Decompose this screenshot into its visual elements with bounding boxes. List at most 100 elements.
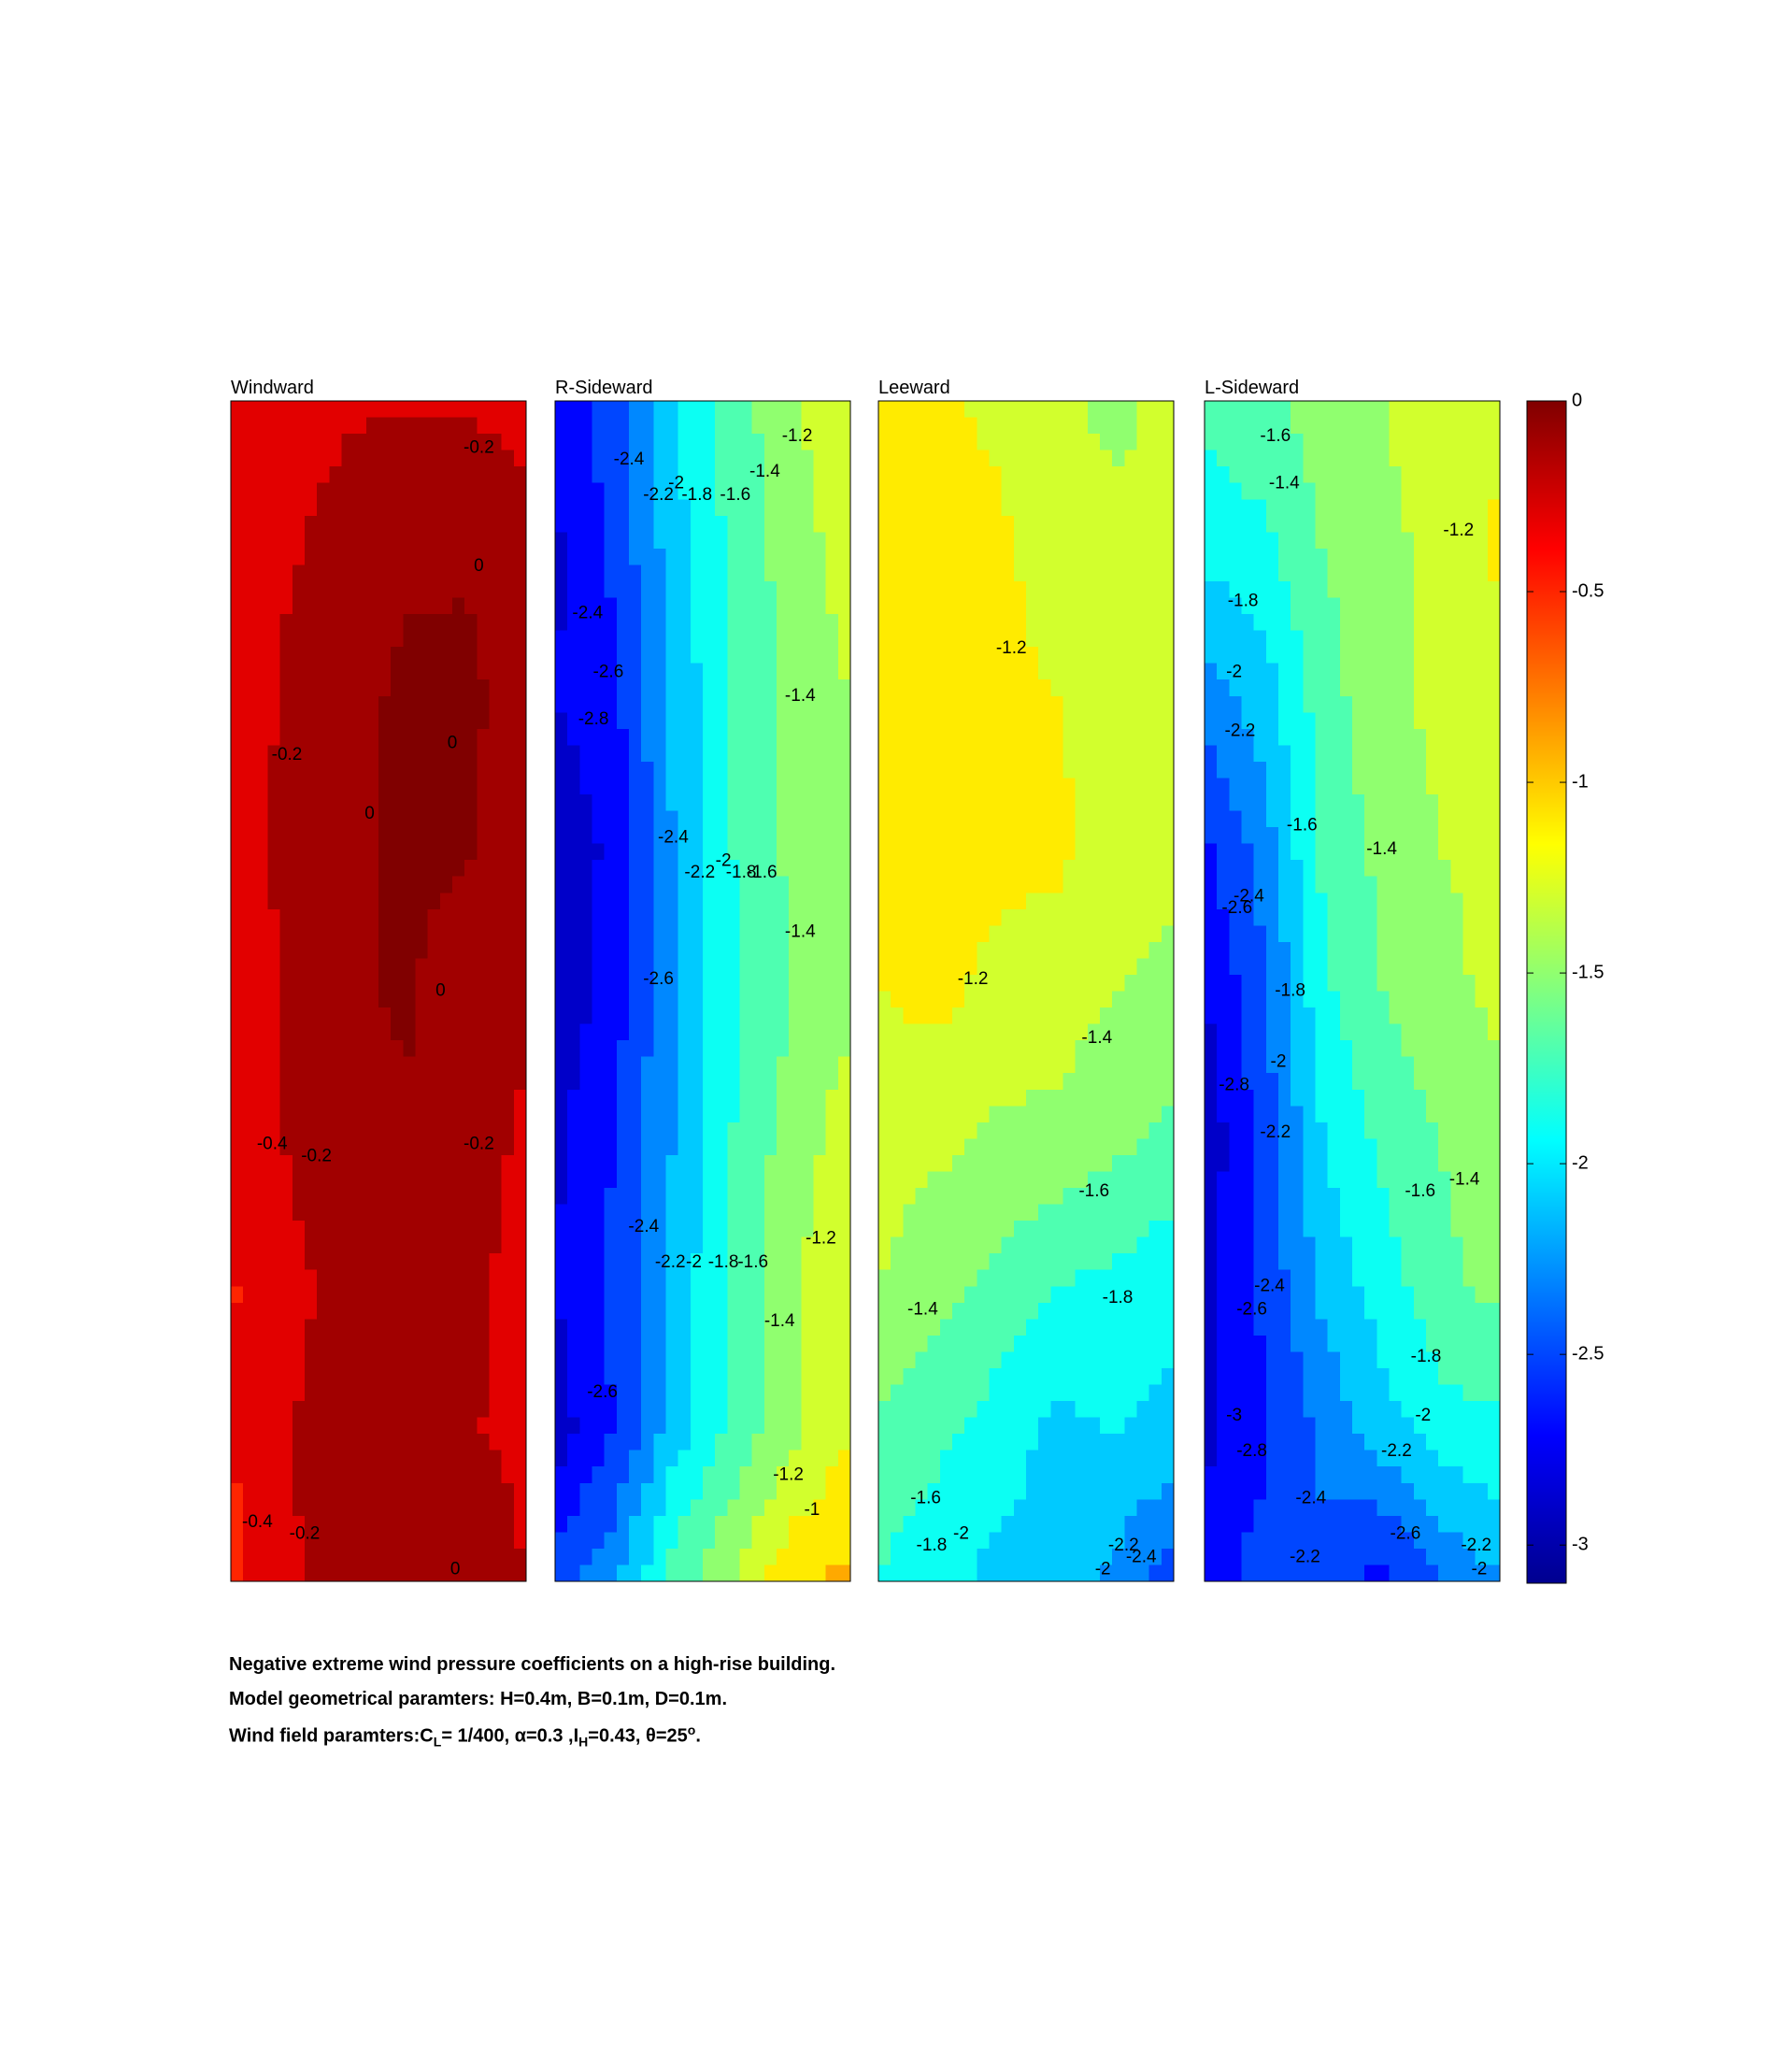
contour-cell: [427, 663, 441, 680]
contour-cell: [813, 941, 827, 960]
contour-cell: [1038, 597, 1051, 615]
contour-cell: [989, 630, 1003, 648]
contour-cell: [1148, 564, 1163, 582]
contour-cell: [267, 580, 281, 599]
contour-cell: [341, 1269, 355, 1287]
contour-cell: [665, 974, 679, 993]
contour-label: -0.4: [242, 1512, 273, 1532]
contour-cell: [579, 1434, 593, 1451]
contour-cell: [1112, 1007, 1125, 1025]
contour-cell: [378, 614, 392, 632]
contour-cell: [403, 1335, 417, 1353]
contour-cell: [1075, 450, 1089, 467]
contour-cell: [690, 1269, 704, 1287]
contour-cell: [751, 548, 765, 566]
contour-cell: [690, 958, 704, 976]
contour-cell: [1063, 1007, 1077, 1025]
contour-cell: [813, 401, 827, 419]
contour-cell: [813, 1367, 827, 1386]
contour-cell: [378, 1499, 392, 1517]
contour-cell: [267, 827, 281, 845]
contour-cell: [452, 974, 465, 993]
contour-cell: [690, 860, 704, 878]
contour-cell: [891, 941, 904, 960]
contour-cell: [1124, 1286, 1138, 1304]
contour-cell: [763, 1286, 777, 1304]
contour-cell: [378, 941, 392, 960]
contour-cell: [279, 1286, 293, 1304]
contour-cell: [592, 614, 606, 632]
contour-cell: [555, 630, 568, 648]
contour-cell: [964, 663, 977, 680]
contour-cell: [317, 401, 330, 419]
contour-cell: [825, 1401, 839, 1419]
contour-cell: [341, 1236, 355, 1254]
contour-cell: [715, 1154, 728, 1173]
contour-cell: [616, 843, 630, 861]
contour-cell: [1001, 614, 1015, 632]
contour-cell: [1063, 778, 1077, 795]
contour-cell: [255, 941, 269, 960]
contour-cell: [629, 1499, 642, 1517]
contour-cell: [592, 417, 606, 435]
contour-cell: [231, 1466, 244, 1484]
contour-cell: [641, 1434, 654, 1451]
contour-cell: [243, 580, 256, 599]
contour-cell: [739, 1073, 753, 1091]
contour-cell: [690, 515, 704, 533]
contour-cell: [989, 1367, 1003, 1386]
contour-cell: [837, 614, 851, 632]
contour-cell: [653, 597, 667, 615]
contour-cell: [837, 893, 851, 910]
contour-cell: [1100, 1367, 1113, 1386]
contour-cell: [427, 1482, 441, 1500]
contour-cell: [641, 761, 654, 779]
contour-cell: [267, 1221, 281, 1238]
contour-cell: [292, 1351, 306, 1369]
contour-cell: [751, 1450, 765, 1467]
contour-cell: [477, 1253, 491, 1271]
contour-cell: [1087, 401, 1101, 419]
contour-cell: [391, 580, 404, 599]
contour-cell: [939, 1040, 953, 1058]
contour-cell: [813, 1154, 827, 1173]
contour-cell: [690, 597, 704, 615]
contour-cell: [801, 1122, 815, 1139]
contour-cell: [513, 1335, 527, 1353]
contour-cell: [243, 1056, 256, 1074]
contour-cell: [329, 1450, 343, 1467]
contour-cell: [801, 1236, 815, 1254]
contour-cell: [403, 597, 417, 615]
contour-cell: [727, 515, 741, 533]
contour-cell: [317, 679, 330, 697]
contour-cell: [939, 941, 953, 960]
contour-cell: [715, 1040, 728, 1058]
contour-cell: [1038, 548, 1051, 566]
contour-cell: [1001, 778, 1015, 795]
contour-cell: [403, 1138, 417, 1156]
contour-cell: [1148, 647, 1163, 664]
contour-cell: [1124, 515, 1138, 533]
contour-cell: [317, 1384, 330, 1402]
contour-cell: [915, 794, 929, 812]
contour-cell: [1148, 663, 1163, 680]
contour-cell: [739, 1138, 753, 1156]
contour-cell: [1100, 925, 1113, 943]
contour-cell: [703, 1286, 716, 1304]
contour-label: -0.4: [257, 1135, 288, 1154]
contour-cell: [513, 580, 527, 599]
contour-cell: [1136, 580, 1150, 599]
contour-cell: [317, 1548, 330, 1566]
contour-cell: [665, 679, 679, 697]
contour-cell: [427, 580, 441, 599]
contour-cell: [678, 466, 692, 484]
contour-cell: [464, 1417, 478, 1435]
contour-cell: [501, 958, 515, 976]
contour-cell: [927, 1023, 941, 1041]
contour-cell: [317, 1023, 330, 1041]
contour-cell: [813, 647, 827, 664]
contour-cell: [267, 548, 281, 566]
contour-cell: [1063, 860, 1077, 878]
contour-cell: [452, 1269, 465, 1287]
contour-cell: [1026, 515, 1039, 533]
